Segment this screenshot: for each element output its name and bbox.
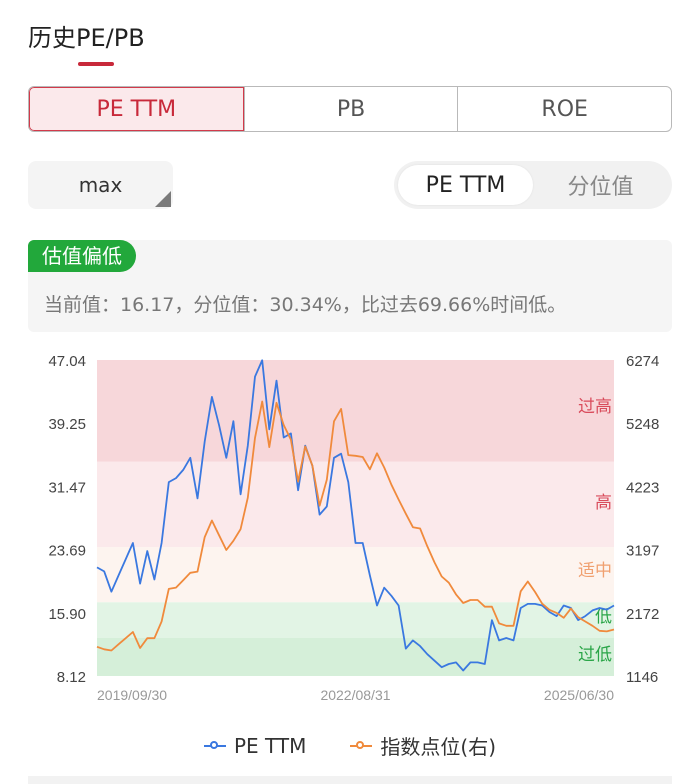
- view-toggle: PE TTM 分位值: [394, 161, 672, 209]
- tab-pb[interactable]: PB: [243, 87, 458, 131]
- zone-band: [97, 602, 614, 639]
- zone-band: [97, 461, 614, 548]
- range-dropdown-value: max: [78, 173, 123, 197]
- page-title: 历史PE/PB: [28, 24, 145, 52]
- tab-roe[interactable]: ROE: [457, 87, 671, 131]
- y-right-tick-label: 5248: [626, 416, 659, 433]
- x-tick-label: 2025/06/30: [544, 687, 614, 703]
- x-tick-label: 2022/08/31: [320, 687, 390, 703]
- y-left-tick-label: 23.69: [48, 543, 86, 560]
- zone-band: [97, 360, 614, 462]
- y-right-tick-label: 1146: [626, 669, 658, 686]
- pe-series-line: [96, 359, 615, 672]
- zone-label: 适中: [578, 561, 612, 580]
- y-right-tick-label: 6274: [626, 353, 659, 370]
- legend-item-index[interactable]: 指数点位(右): [350, 731, 496, 760]
- legend-label-index: 指数点位(右): [380, 735, 496, 759]
- y-left-tick-label: 8.12: [57, 669, 86, 686]
- y-right-tick-label: 3197: [626, 543, 659, 560]
- title-underline: [78, 62, 114, 66]
- x-tick-label: 2019/09/30: [97, 687, 167, 703]
- y-right-tick-label: 2172: [626, 606, 659, 623]
- toggle-pe-ttm[interactable]: PE TTM: [398, 165, 533, 205]
- y-left-tick-label: 39.25: [48, 416, 86, 433]
- y-right-tick-label: 4223: [626, 479, 659, 496]
- y-left-tick-label: 31.47: [48, 479, 86, 496]
- y-left-tick-label: 15.90: [48, 606, 86, 623]
- range-dropdown[interactable]: max: [28, 161, 173, 209]
- zone-label: 低: [595, 607, 612, 626]
- valuation-panel: 估值偏低 当前值：16.17，分位值：30.34%，比过去69.66%时间低。: [28, 240, 672, 332]
- toggle-percentile[interactable]: 分位值: [567, 175, 634, 200]
- index-series-line: [96, 400, 615, 652]
- metric-tabs: PE TTM PB ROE: [28, 86, 672, 132]
- y-left-tick-label: 47.04: [48, 353, 86, 370]
- legend-label-pe: PE TTM: [233, 733, 307, 758]
- valuation-badge: 估值偏低: [28, 240, 136, 272]
- legend-swatch-pe-icon: [203, 740, 226, 752]
- zone-label: 过高: [578, 397, 612, 416]
- bottom-divider: [28, 776, 672, 784]
- zone-label: 高: [595, 493, 612, 512]
- legend-item-pe[interactable]: PE TTM: [203, 731, 307, 760]
- zone-band: [97, 638, 614, 676]
- tab-pe-ttm[interactable]: PE TTM: [29, 87, 244, 131]
- legend-swatch-index-icon: [350, 740, 373, 752]
- zone-band: [97, 547, 614, 603]
- zone-label: 过低: [578, 645, 612, 664]
- dropdown-corner-icon: [155, 191, 171, 207]
- chart-legend: PE TTM 指数点位(右): [0, 731, 700, 760]
- valuation-description: 当前值：16.17，分位值：30.34%，比过去69.66%时间低。: [44, 294, 567, 316]
